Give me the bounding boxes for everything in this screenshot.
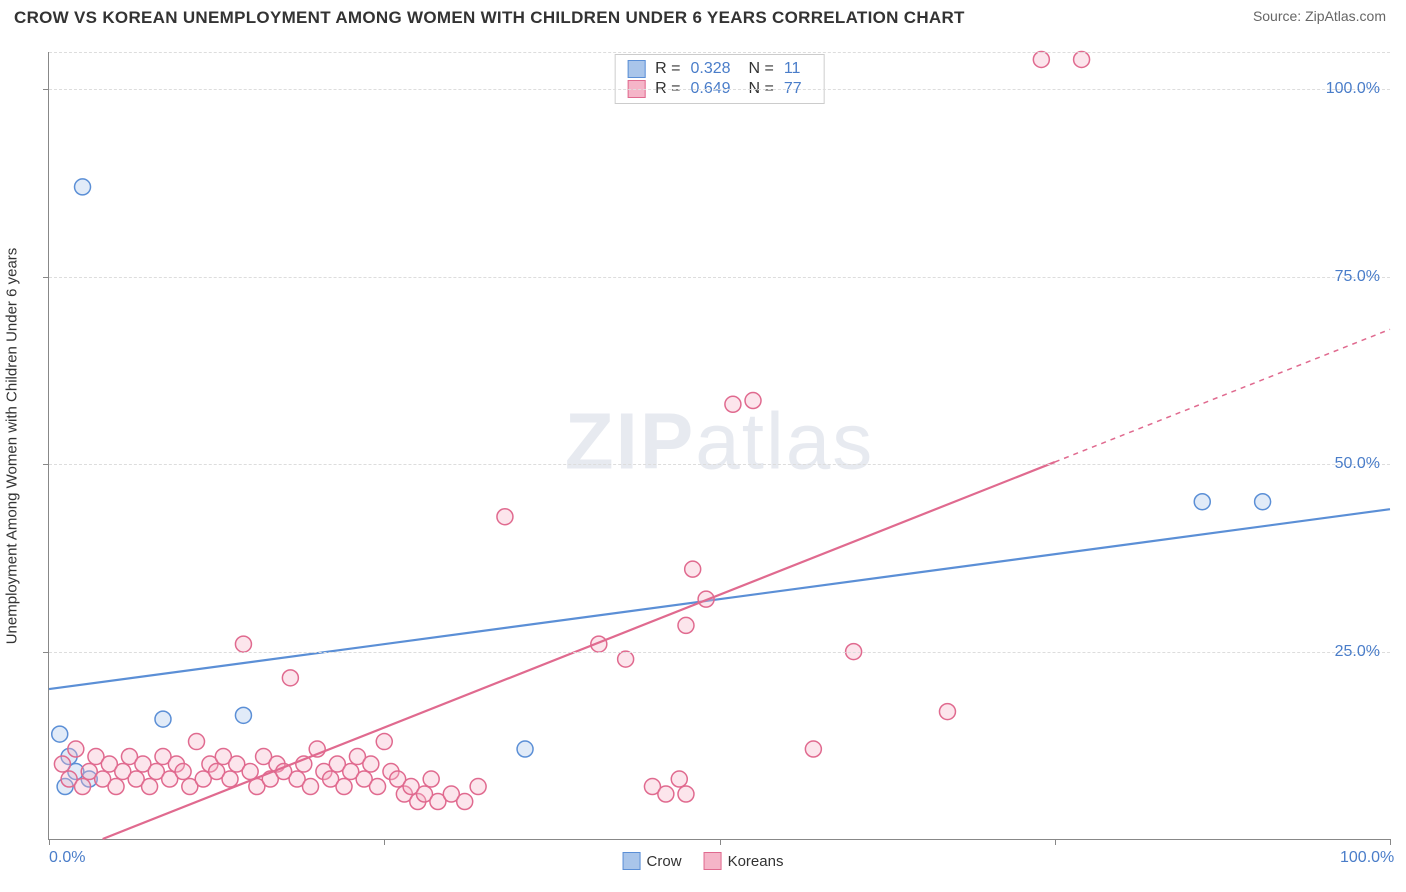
data-point bbox=[1194, 494, 1210, 510]
data-point bbox=[678, 617, 694, 633]
legend-swatch bbox=[623, 852, 641, 870]
x-tick-label: 100.0% bbox=[1340, 849, 1394, 867]
gridline bbox=[49, 89, 1390, 90]
legend-item: Crow bbox=[623, 852, 682, 870]
stats-row: R = 0.328 N = 11 bbox=[627, 59, 812, 79]
y-tick bbox=[43, 89, 49, 90]
data-point bbox=[517, 741, 533, 757]
data-point bbox=[1033, 51, 1049, 67]
source-label: Source: bbox=[1253, 8, 1305, 24]
data-point bbox=[242, 764, 258, 780]
data-point bbox=[618, 651, 634, 667]
gridline bbox=[49, 464, 1390, 465]
data-point bbox=[370, 779, 386, 795]
data-point bbox=[658, 786, 674, 802]
legend-item: Koreans bbox=[704, 852, 784, 870]
chart-header: CROW VS KOREAN UNEMPLOYMENT AMONG WOMEN … bbox=[0, 0, 1406, 32]
data-point bbox=[671, 771, 687, 787]
data-point bbox=[745, 393, 761, 409]
gridline bbox=[49, 277, 1390, 278]
source-citation: Source: ZipAtlas.com bbox=[1253, 8, 1386, 24]
regression-line-dashed bbox=[1055, 329, 1390, 462]
data-point bbox=[939, 704, 955, 720]
r-value: 0.328 bbox=[691, 60, 739, 78]
x-tick bbox=[384, 839, 385, 845]
data-point bbox=[189, 734, 205, 750]
data-point bbox=[52, 726, 68, 742]
n-value: 11 bbox=[784, 60, 812, 78]
data-point bbox=[470, 779, 486, 795]
data-point bbox=[75, 179, 91, 195]
data-point bbox=[155, 711, 171, 727]
data-point bbox=[376, 734, 392, 750]
data-point bbox=[725, 396, 741, 412]
data-point bbox=[363, 756, 379, 772]
x-tick bbox=[720, 839, 721, 845]
y-tick bbox=[43, 277, 49, 278]
data-point bbox=[222, 771, 238, 787]
stats-legend: R =0.328N =11R =0.649N =77 bbox=[614, 54, 825, 104]
data-point bbox=[678, 786, 694, 802]
legend-swatch bbox=[704, 852, 722, 870]
y-tick-label: 50.0% bbox=[1335, 455, 1380, 473]
legend-swatch bbox=[627, 60, 645, 78]
source-name: ZipAtlas.com bbox=[1305, 8, 1386, 24]
regression-line bbox=[49, 509, 1390, 689]
data-point bbox=[235, 636, 251, 652]
x-tick bbox=[49, 839, 50, 845]
chart-title: CROW VS KOREAN UNEMPLOYMENT AMONG WOMEN … bbox=[14, 8, 965, 28]
series-legend: Crow Koreans bbox=[623, 852, 784, 870]
y-tick-label: 100.0% bbox=[1326, 80, 1380, 98]
data-point bbox=[175, 764, 191, 780]
data-point bbox=[423, 771, 439, 787]
data-point bbox=[457, 794, 473, 810]
y-tick-label: 25.0% bbox=[1335, 643, 1380, 661]
data-point bbox=[54, 756, 70, 772]
data-point bbox=[142, 779, 158, 795]
data-point bbox=[75, 779, 91, 795]
data-point bbox=[1255, 494, 1271, 510]
scatter-chart: ZIPatlas R =0.328N =11R =0.649N =77 25.0… bbox=[48, 52, 1390, 840]
data-point bbox=[1074, 51, 1090, 67]
x-tick-label: 0.0% bbox=[49, 849, 85, 867]
y-tick-label: 75.0% bbox=[1335, 268, 1380, 286]
data-point bbox=[302, 779, 318, 795]
y-axis-title: Unemployment Among Women with Children U… bbox=[4, 248, 21, 645]
data-point bbox=[235, 707, 251, 723]
n-label: N = bbox=[749, 60, 774, 78]
data-point bbox=[282, 670, 298, 686]
gridline bbox=[49, 52, 1390, 53]
plot-svg bbox=[49, 52, 1390, 839]
data-point bbox=[805, 741, 821, 757]
legend-label: Koreans bbox=[728, 853, 784, 870]
data-point bbox=[68, 741, 84, 757]
data-point bbox=[336, 779, 352, 795]
gridline bbox=[49, 652, 1390, 653]
data-point bbox=[685, 561, 701, 577]
x-tick bbox=[1055, 839, 1056, 845]
legend-label: Crow bbox=[647, 853, 682, 870]
r-label: R = bbox=[655, 60, 680, 78]
data-point bbox=[108, 779, 124, 795]
y-tick bbox=[43, 464, 49, 465]
data-point bbox=[497, 509, 513, 525]
x-tick bbox=[1390, 839, 1391, 845]
y-tick bbox=[43, 652, 49, 653]
